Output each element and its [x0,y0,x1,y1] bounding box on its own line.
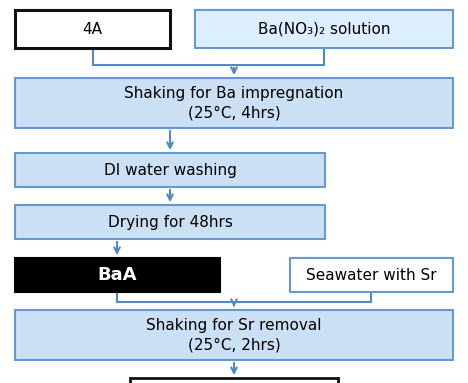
FancyBboxPatch shape [15,310,453,360]
Text: Shaking for Ba impregnation
(25°C, 4hrs): Shaking for Ba impregnation (25°C, 4hrs) [124,85,344,120]
Text: 4A: 4A [82,21,102,36]
Text: Drying for 48hrs: Drying for 48hrs [108,214,233,229]
FancyBboxPatch shape [195,10,453,48]
Text: Shaking for Sr removal
(25°C, 2hrs): Shaking for Sr removal (25°C, 2hrs) [146,318,322,352]
FancyBboxPatch shape [290,258,453,292]
Text: Seawater with Sr: Seawater with Sr [306,267,437,283]
FancyBboxPatch shape [130,378,338,383]
Text: DI water washing: DI water washing [103,162,236,177]
Text: BaA: BaA [98,266,137,284]
FancyBboxPatch shape [15,153,325,187]
FancyBboxPatch shape [15,78,453,128]
FancyBboxPatch shape [15,258,220,292]
Text: Ba(NO₃)₂ solution: Ba(NO₃)₂ solution [258,21,390,36]
FancyBboxPatch shape [15,10,170,48]
FancyBboxPatch shape [15,205,325,239]
